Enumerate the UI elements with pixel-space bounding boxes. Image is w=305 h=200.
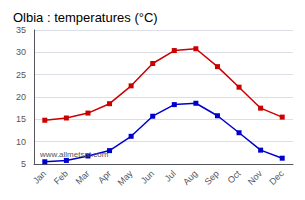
svg-text:25: 25: [16, 70, 26, 80]
svg-text:Dec: Dec: [267, 168, 286, 187]
svg-text:Nov: Nov: [246, 168, 265, 187]
svg-text:Olbia : temperatures (°C): Olbia : temperatures (°C): [13, 10, 158, 25]
svg-text:35: 35: [16, 25, 26, 35]
svg-text:Jan: Jan: [31, 168, 48, 185]
svg-text:Sep: Sep: [203, 168, 221, 186]
svg-text:Jun: Jun: [139, 168, 156, 185]
svg-text:15: 15: [16, 114, 26, 124]
svg-text:10: 10: [16, 137, 26, 147]
svg-text:Aug: Aug: [181, 168, 199, 186]
svg-text:Apr: Apr: [96, 168, 113, 185]
svg-text:5: 5: [21, 159, 26, 169]
svg-text:Feb: Feb: [52, 168, 70, 186]
svg-text:May: May: [116, 168, 135, 187]
svg-text:Mar: Mar: [73, 168, 91, 186]
svg-text:Jul: Jul: [163, 168, 178, 183]
svg-text:www.allmetsat.com: www.allmetsat.com: [39, 150, 109, 159]
svg-text:30: 30: [16, 47, 26, 57]
svg-text:20: 20: [16, 92, 26, 102]
svg-text:Oct: Oct: [226, 168, 243, 185]
